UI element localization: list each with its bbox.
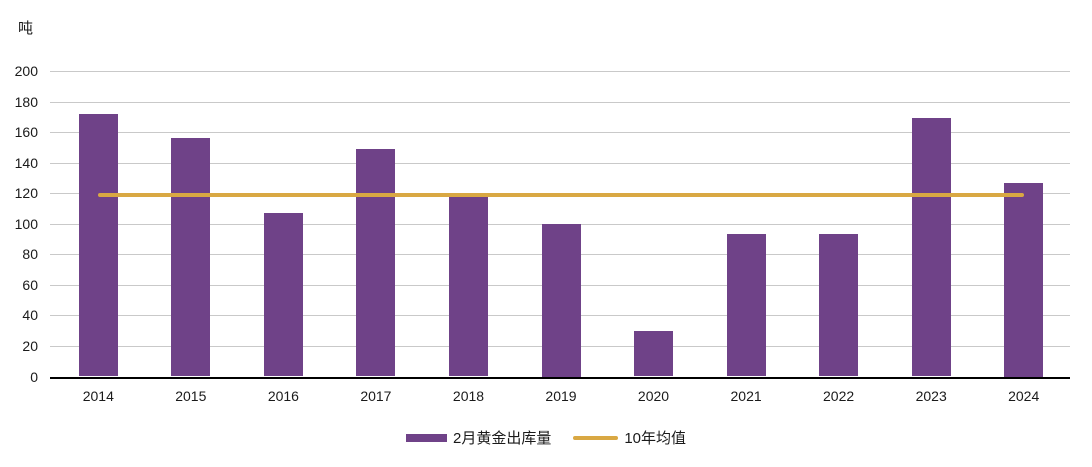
bar-2015	[171, 138, 211, 377]
legend-item-line-series: 10年均值	[573, 427, 686, 448]
bar-2024	[1004, 182, 1044, 377]
gridline-160	[50, 132, 1070, 134]
x-tick-label-2016: 2016	[267, 388, 299, 404]
y-tick-label-160: 160	[14, 124, 38, 141]
y-tick-label-40: 40	[22, 307, 38, 324]
x-tick-label-2023: 2023	[915, 388, 947, 404]
legend-line-swatch	[573, 435, 619, 440]
x-tick-label-2015: 2015	[175, 388, 207, 404]
y-tick-label-20: 20	[22, 337, 38, 354]
x-axis-line	[50, 376, 1070, 379]
x-tick-label-2020: 2020	[637, 388, 670, 404]
gridline-200	[50, 71, 1070, 72]
x-tick-label-2018: 2018	[452, 388, 485, 404]
legend-bar-swatch	[405, 433, 447, 442]
legend-item-bar-series: 2月黄金出库量	[405, 427, 552, 448]
bar-2016	[263, 213, 303, 377]
bar-2014	[78, 113, 118, 377]
legend-line-label: 10年均值	[624, 430, 687, 447]
bar-2023	[911, 118, 951, 377]
x-tick-label-2017: 2017	[360, 388, 392, 404]
bar-2022	[819, 234, 859, 377]
x-tick-label-2021: 2021	[730, 388, 762, 404]
bar-2019	[541, 223, 581, 377]
legend-bar-label: 2月黄金出库量	[452, 430, 552, 447]
x-tick-label-2019: 2019	[545, 388, 577, 404]
bar-2018	[449, 196, 488, 377]
x-tick-label-2014: 2014	[82, 388, 114, 404]
y-tick-label-100: 100	[14, 215, 38, 232]
gridline-180	[50, 101, 1070, 103]
bar-2021	[726, 234, 766, 377]
x-tick-label-2024: 2024	[1008, 388, 1040, 404]
x-tick-label-2022: 2022	[823, 388, 855, 404]
legend: 2月黄金出库量 10年均值	[0, 427, 1092, 448]
average-line	[98, 192, 1024, 197]
y-tick-label-180: 180	[14, 93, 38, 110]
y-tick-label-0: 0	[30, 368, 38, 385]
y-axis-unit-label: 吨	[18, 20, 34, 37]
y-tick-label-140: 140	[14, 154, 38, 171]
y-tick-label-120: 120	[14, 185, 38, 202]
bar-2017	[356, 148, 396, 377]
y-tick-label-200: 200	[14, 63, 38, 79]
y-tick-label-60: 60	[22, 276, 38, 293]
gridline-140	[50, 162, 1070, 164]
y-tick-label-80: 80	[22, 246, 38, 263]
bar-2020	[634, 330, 673, 377]
